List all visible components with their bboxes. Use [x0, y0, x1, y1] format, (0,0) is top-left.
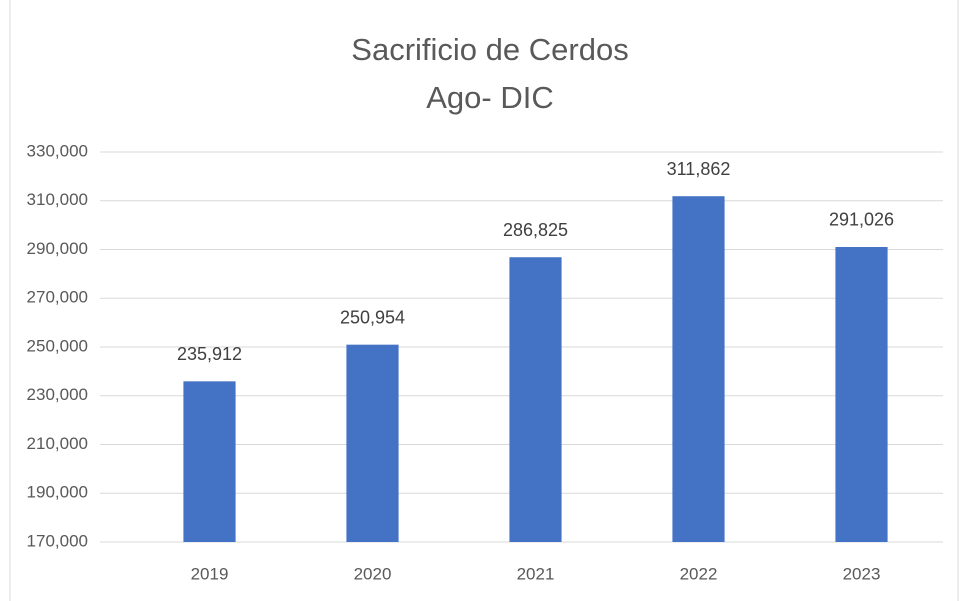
y-tick-label: 330,000 — [27, 141, 88, 160]
chart-title: Sacrificio de Cerdos — [351, 32, 628, 67]
bar — [183, 381, 236, 542]
chart-subtitle: Ago- DIC — [426, 80, 553, 115]
data-label: 291,026 — [829, 210, 894, 230]
y-tick-label: 250,000 — [27, 336, 88, 355]
y-tick-label: 190,000 — [27, 483, 88, 502]
y-tick-label: 230,000 — [27, 385, 88, 404]
y-tick-label: 170,000 — [27, 531, 88, 550]
chart-border — [9, 0, 959, 601]
y-tick-label: 210,000 — [27, 434, 88, 453]
data-label: 311,862 — [667, 159, 731, 179]
data-label: 250,954 — [340, 307, 405, 327]
x-tick-label: 2020 — [354, 564, 392, 583]
x-tick-label: 2019 — [191, 564, 229, 583]
bar — [509, 257, 562, 542]
y-tick-label: 310,000 — [27, 190, 88, 209]
bar — [835, 246, 888, 542]
x-tick-label: 2023 — [843, 564, 881, 583]
data-label: 286,825 — [503, 220, 568, 240]
y-tick-label: 290,000 — [27, 239, 88, 258]
bar — [672, 196, 725, 543]
x-tick-label: 2021 — [517, 564, 555, 583]
data-label: 235,912 — [177, 344, 242, 364]
x-tick-label: 2022 — [680, 564, 718, 583]
bar — [346, 344, 399, 542]
y-tick-label: 270,000 — [27, 288, 88, 307]
